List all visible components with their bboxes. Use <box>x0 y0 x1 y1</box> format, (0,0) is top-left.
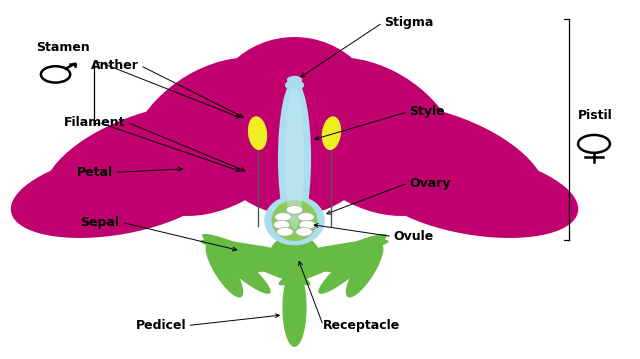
Ellipse shape <box>277 238 312 252</box>
Text: Receptacle: Receptacle <box>323 319 401 332</box>
Text: Style: Style <box>409 105 445 118</box>
Ellipse shape <box>11 150 221 238</box>
Ellipse shape <box>299 220 316 229</box>
Ellipse shape <box>248 116 268 150</box>
Ellipse shape <box>205 243 243 298</box>
Ellipse shape <box>269 235 320 278</box>
Text: Petal: Petal <box>77 166 113 179</box>
Text: Stamen: Stamen <box>36 41 90 54</box>
Ellipse shape <box>274 242 316 263</box>
Ellipse shape <box>287 76 302 84</box>
Text: Stigma: Stigma <box>384 16 433 29</box>
Ellipse shape <box>43 103 266 228</box>
Ellipse shape <box>323 103 546 228</box>
Ellipse shape <box>280 57 462 216</box>
Text: Ovule: Ovule <box>394 230 433 243</box>
Ellipse shape <box>278 80 311 237</box>
Text: Ovary: Ovary <box>409 177 451 190</box>
Ellipse shape <box>282 269 307 347</box>
Ellipse shape <box>286 205 303 214</box>
Text: Sepal: Sepal <box>80 216 119 229</box>
Ellipse shape <box>285 80 304 90</box>
Ellipse shape <box>239 239 388 273</box>
Ellipse shape <box>127 57 309 216</box>
Ellipse shape <box>296 228 312 236</box>
Text: Pedicel: Pedicel <box>136 319 186 332</box>
Ellipse shape <box>200 239 350 273</box>
Ellipse shape <box>367 150 579 238</box>
Ellipse shape <box>346 243 383 298</box>
Ellipse shape <box>275 213 291 221</box>
Ellipse shape <box>204 236 271 294</box>
Ellipse shape <box>278 234 387 285</box>
Ellipse shape <box>271 200 317 241</box>
Ellipse shape <box>285 87 304 229</box>
Text: Filament: Filament <box>64 116 125 129</box>
Text: Anther: Anther <box>90 59 138 72</box>
Ellipse shape <box>318 236 385 294</box>
Text: Pistil: Pistil <box>578 109 613 122</box>
Ellipse shape <box>276 228 293 236</box>
Ellipse shape <box>205 37 384 215</box>
Ellipse shape <box>298 213 314 221</box>
Ellipse shape <box>202 234 310 285</box>
Ellipse shape <box>264 196 324 246</box>
Ellipse shape <box>322 116 341 150</box>
Ellipse shape <box>273 220 290 229</box>
